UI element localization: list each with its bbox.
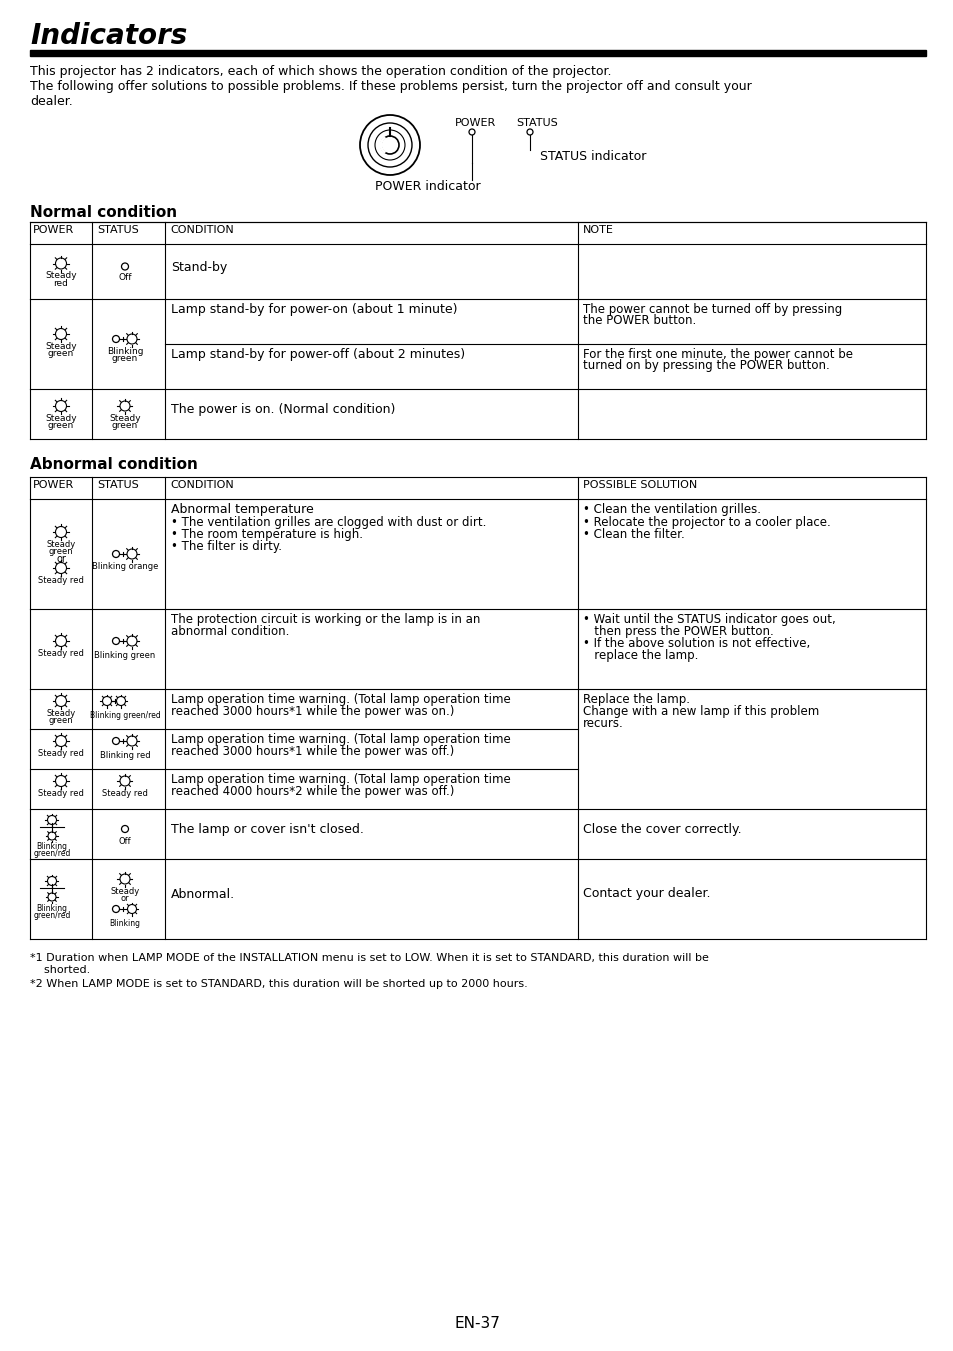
Text: NOTE: NOTE	[582, 226, 613, 235]
Text: Steady red: Steady red	[102, 789, 148, 798]
Text: Abnormal condition: Abnormal condition	[30, 457, 197, 471]
Text: Close the cover correctly.: Close the cover correctly.	[582, 823, 740, 835]
Text: Blinking: Blinking	[36, 904, 68, 913]
Text: Change with a new lamp if this problem: Change with a new lamp if this problem	[582, 705, 819, 717]
Text: Steady: Steady	[45, 342, 77, 351]
Text: Steady: Steady	[45, 413, 77, 423]
Text: reached 3000 hours*1 while the power was off.): reached 3000 hours*1 while the power was…	[171, 744, 454, 758]
Text: This projector has 2 indicators, each of which shows the operation condition of : This projector has 2 indicators, each of…	[30, 65, 611, 78]
Text: The lamp or cover isn't closed.: The lamp or cover isn't closed.	[171, 823, 363, 835]
Text: green/red: green/red	[33, 911, 71, 920]
Text: Stand-by: Stand-by	[171, 261, 227, 274]
Text: Lamp operation time warning. (Total lamp operation time: Lamp operation time warning. (Total lamp…	[171, 734, 510, 746]
Text: then press the POWER button.: then press the POWER button.	[582, 626, 773, 638]
Text: POWER: POWER	[33, 226, 74, 235]
Text: replace the lamp.: replace the lamp.	[582, 648, 698, 662]
Text: green/red: green/red	[33, 848, 71, 858]
Text: The following offer solutions to possible problems. If these problems persist, t: The following offer solutions to possibl…	[30, 80, 751, 93]
Bar	[30, 50, 925, 55]
Text: Steady red: Steady red	[38, 789, 84, 798]
Text: Blinking orange: Blinking orange	[91, 562, 158, 571]
Text: turned on by pressing the POWER button.: turned on by pressing the POWER button.	[582, 359, 829, 372]
Text: shorted.: shorted.	[30, 965, 91, 975]
Text: The power cannot be turned off by pressing: The power cannot be turned off by pressi…	[582, 303, 841, 316]
Text: Indicators: Indicators	[30, 22, 187, 50]
Text: Steady: Steady	[47, 709, 75, 717]
Text: green: green	[48, 349, 74, 358]
Text: Blinking green/red: Blinking green/red	[90, 711, 160, 720]
Text: • The room temperature is high.: • The room temperature is high.	[171, 528, 363, 540]
Text: Off: Off	[118, 273, 132, 282]
Text: or: or	[56, 554, 66, 563]
Text: green: green	[112, 354, 138, 363]
Text: dealer.: dealer.	[30, 95, 72, 108]
Text: green: green	[49, 547, 73, 557]
Text: Steady red: Steady red	[38, 648, 84, 658]
Text: Lamp stand-by for power-on (about 1 minute): Lamp stand-by for power-on (about 1 minu…	[171, 303, 457, 316]
Text: Normal condition: Normal condition	[30, 205, 177, 220]
Text: Steady: Steady	[47, 540, 75, 549]
Text: • The ventilation grilles are clogged with dust or dirt.: • The ventilation grilles are clogged wi…	[171, 516, 486, 530]
Text: Abnormal temperature: Abnormal temperature	[171, 503, 314, 516]
Text: Contact your dealer.: Contact your dealer.	[582, 888, 710, 901]
Text: Blinking: Blinking	[110, 919, 140, 928]
Text: For the first one minute, the power cannot be: For the first one minute, the power cann…	[582, 349, 852, 361]
Text: The protection circuit is working or the lamp is in an: The protection circuit is working or the…	[171, 613, 480, 626]
Text: • Clean the filter.: • Clean the filter.	[582, 528, 684, 540]
Text: The power is on. (Normal condition): The power is on. (Normal condition)	[171, 404, 395, 416]
Text: EN-37: EN-37	[454, 1316, 499, 1331]
Text: POSSIBLE SOLUTION: POSSIBLE SOLUTION	[582, 480, 697, 490]
Text: Abnormal.: Abnormal.	[171, 888, 234, 901]
Text: Steady red: Steady red	[38, 576, 84, 585]
Text: CONDITION: CONDITION	[170, 226, 233, 235]
Text: Lamp stand-by for power-off (about 2 minutes): Lamp stand-by for power-off (about 2 min…	[171, 349, 465, 361]
Text: STATUS indicator: STATUS indicator	[539, 150, 646, 163]
Text: • Clean the ventilation grilles.: • Clean the ventilation grilles.	[582, 503, 760, 516]
Text: Blinking red: Blinking red	[99, 751, 151, 761]
Text: Blinking: Blinking	[36, 842, 68, 851]
Text: reached 3000 hours*1 while the power was on.): reached 3000 hours*1 while the power was…	[171, 705, 454, 717]
Text: Replace the lamp.: Replace the lamp.	[582, 693, 689, 707]
Text: Off: Off	[118, 838, 132, 846]
Text: Steady: Steady	[109, 413, 141, 423]
Text: Blinking: Blinking	[107, 347, 143, 357]
Text: STATUS: STATUS	[97, 480, 138, 490]
Text: Lamp operation time warning. (Total lamp operation time: Lamp operation time warning. (Total lamp…	[171, 773, 510, 786]
Text: Blinking green: Blinking green	[94, 651, 155, 661]
Text: or: or	[121, 894, 130, 902]
Text: green: green	[112, 422, 138, 430]
Text: the POWER button.: the POWER button.	[582, 313, 696, 327]
Text: POWER indicator: POWER indicator	[375, 180, 480, 193]
Text: POWER: POWER	[33, 480, 74, 490]
Text: green: green	[49, 716, 73, 725]
Text: STATUS: STATUS	[97, 226, 138, 235]
Text: • Wait until the STATUS indicator goes out,: • Wait until the STATUS indicator goes o…	[582, 613, 835, 626]
Text: Steady red: Steady red	[38, 748, 84, 758]
Text: Lamp operation time warning. (Total lamp operation time: Lamp operation time warning. (Total lamp…	[171, 693, 510, 707]
Text: reached 4000 hours*2 while the power was off.): reached 4000 hours*2 while the power was…	[171, 785, 454, 798]
Text: red: red	[53, 278, 69, 288]
Text: Steady: Steady	[111, 888, 139, 896]
Text: STATUS: STATUS	[516, 118, 558, 128]
Text: recurs.: recurs.	[582, 717, 623, 730]
Text: *2 When LAMP MODE is set to STANDARD, this duration will be shorted up to 2000 h: *2 When LAMP MODE is set to STANDARD, th…	[30, 979, 527, 989]
Text: green: green	[48, 422, 74, 430]
Text: *1 Duration when LAMP MODE of the INSTALLATION menu is set to LOW. When it is se: *1 Duration when LAMP MODE of the INSTAL…	[30, 952, 708, 963]
Text: • The filter is dirty.: • The filter is dirty.	[171, 540, 282, 553]
Text: CONDITION: CONDITION	[170, 480, 233, 490]
Text: Steady: Steady	[45, 272, 77, 281]
Text: • Relocate the projector to a cooler place.: • Relocate the projector to a cooler pla…	[582, 516, 830, 530]
Text: abnormal condition.: abnormal condition.	[171, 626, 289, 638]
Text: • If the above solution is not effective,: • If the above solution is not effective…	[582, 638, 809, 650]
Text: POWER: POWER	[455, 118, 496, 128]
